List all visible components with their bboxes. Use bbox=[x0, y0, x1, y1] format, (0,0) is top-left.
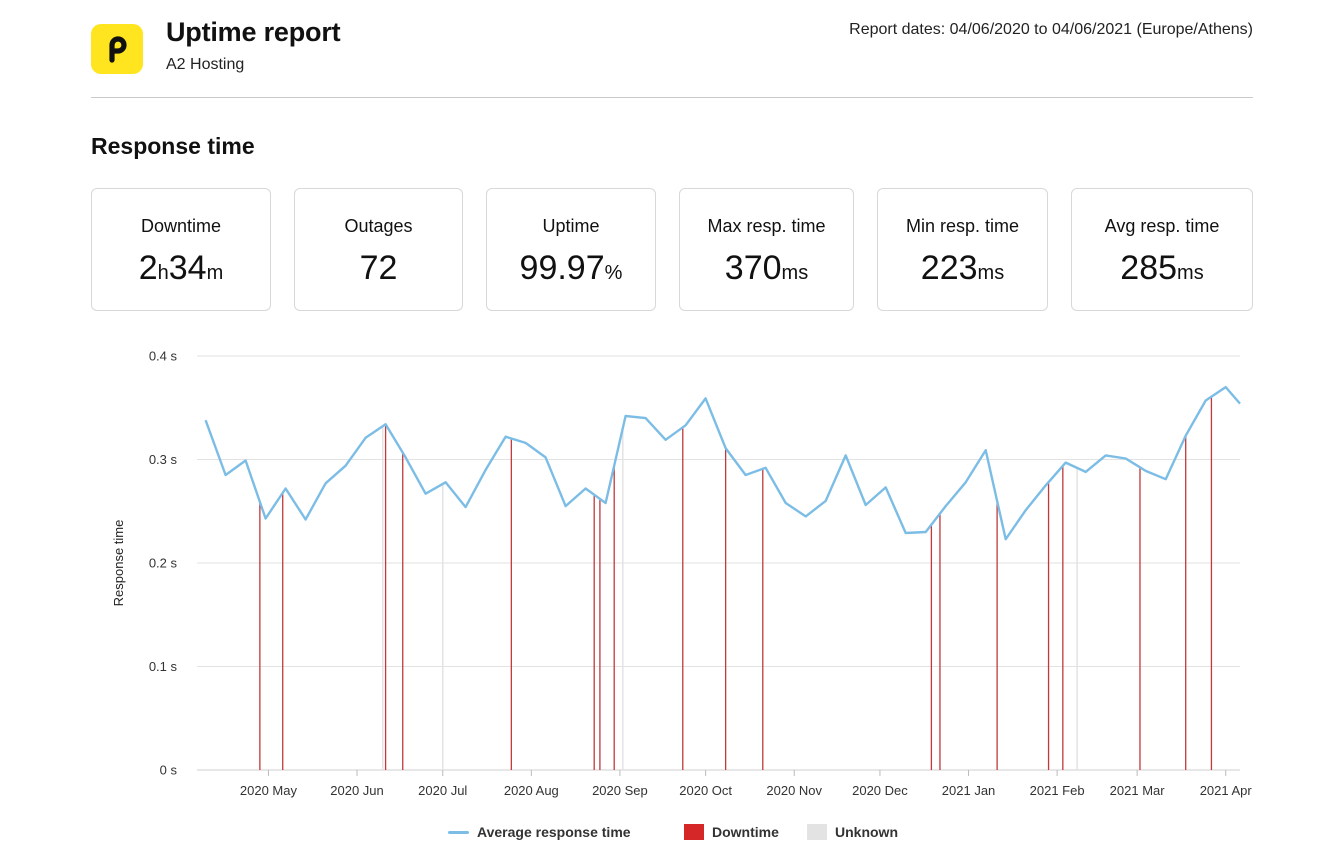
x-tick-label: 2021 Mar bbox=[1110, 783, 1166, 798]
y-tick-label: 0.4 s bbox=[149, 349, 178, 364]
stat-label: Avg resp. time bbox=[1104, 216, 1220, 236]
stat-value: 370ms bbox=[724, 249, 809, 287]
header-divider bbox=[91, 97, 1253, 98]
stat-card-uptime: Uptime 99.97% bbox=[486, 188, 656, 311]
series-line-average-response-time bbox=[204, 385, 1241, 541]
legend-item-downtime[interactable]: Downtime bbox=[684, 824, 779, 840]
stat-card-min-resp: Min resp. time 223ms bbox=[877, 188, 1048, 311]
stat-card-outages: Outages 72 bbox=[294, 188, 463, 311]
x-tick-label: 2020 Nov bbox=[766, 783, 822, 798]
stat-card-downtime: Downtime 2h34m bbox=[91, 188, 271, 311]
stat-card-avg-resp: Avg resp. time 285ms bbox=[1071, 188, 1253, 311]
x-tick-label: 2020 Sep bbox=[592, 783, 648, 798]
downtime-swatch-icon bbox=[684, 824, 704, 840]
x-tick-label: 2021 Jan bbox=[942, 783, 996, 798]
x-tick-label: 2021 Feb bbox=[1030, 783, 1085, 798]
section-title: Response time bbox=[91, 133, 255, 159]
y-tick-label: 0.2 s bbox=[149, 556, 178, 571]
line-swatch-icon bbox=[448, 830, 469, 834]
stat-label: Min resp. time bbox=[905, 216, 1020, 236]
stat-value: 72 bbox=[359, 249, 398, 287]
y-tick-label: 0 s bbox=[160, 763, 178, 778]
stat-value: 285ms bbox=[1120, 249, 1204, 287]
stat-label: Uptime bbox=[542, 216, 600, 236]
y-axis-label: Response time bbox=[111, 520, 126, 607]
x-tick-label: 2020 Aug bbox=[504, 783, 559, 798]
response-time-chart: 0 s 0.1 s 0.2 s 0.3 s 0.4 s 2020 May 2020 Jun 2… bbox=[111, 349, 1253, 799]
legend-item-unknown[interactable]: Unknown bbox=[807, 824, 898, 840]
stat-label: Max resp. time bbox=[707, 216, 826, 236]
report-dates: Report dates: 04/06/2020 to 04/06/2021 (… bbox=[849, 21, 1253, 38]
stat-card-max-resp: Max resp. time 370ms bbox=[679, 188, 854, 311]
y-tick-label: 0.1 s bbox=[149, 659, 178, 674]
page-title: Uptime report bbox=[166, 17, 341, 47]
unknown-swatch-icon bbox=[807, 824, 827, 840]
chart-legend: Average response time Downtime Unknown bbox=[0, 824, 1332, 844]
stat-value: 223ms bbox=[920, 249, 1005, 287]
page-subtitle: A2 Hosting bbox=[166, 56, 245, 73]
stat-label: Downtime bbox=[140, 216, 222, 236]
stat-label: Outages bbox=[344, 216, 413, 236]
x-tick-label: 2020 Oct bbox=[679, 783, 732, 798]
stat-value: 2h34m bbox=[138, 249, 224, 287]
x-tick-label: 2021 Apr bbox=[1200, 783, 1253, 798]
y-tick-label: 0.3 s bbox=[149, 452, 178, 467]
x-tick-label: 2020 Jun bbox=[330, 783, 384, 798]
stat-value: 99.97% bbox=[519, 249, 623, 287]
logo bbox=[91, 24, 143, 74]
x-tick-label: 2020 Jul bbox=[418, 783, 467, 798]
legend-item-avg[interactable]: Average response time bbox=[448, 824, 631, 840]
p-logo-icon bbox=[109, 36, 127, 63]
x-tick-label: 2020 May bbox=[240, 783, 298, 798]
x-tick-label: 2020 Dec bbox=[852, 783, 908, 798]
